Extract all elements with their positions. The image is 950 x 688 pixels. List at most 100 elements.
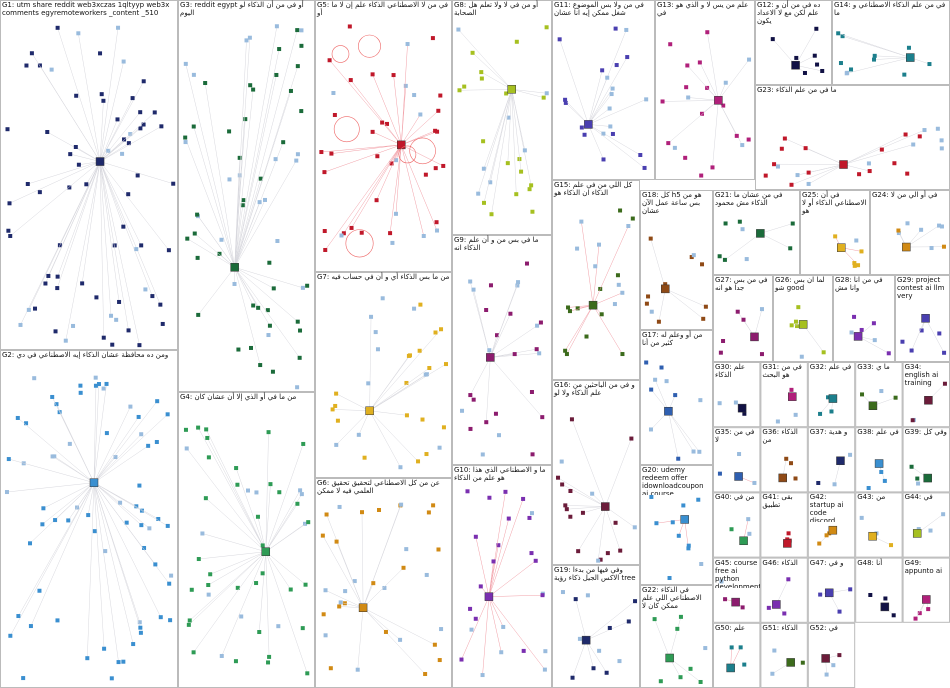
node [137,343,142,348]
node [675,626,680,631]
group-label-box: G46: الذكاء [762,559,797,567]
node [579,125,584,130]
node [389,161,394,166]
node [782,136,787,141]
node [789,387,794,392]
node [626,619,631,624]
node [115,117,120,122]
node [388,231,393,236]
edge [588,56,628,125]
edge [395,144,402,214]
edge [843,134,906,165]
node [383,629,388,634]
node [563,503,568,508]
hub-node [922,595,931,604]
group-label-box: G15: كل اللي من في علم الذكاء ان الذكاء … [554,181,632,197]
node [829,409,834,414]
edge [564,305,594,351]
node [377,507,382,512]
edge [93,434,142,483]
node [468,279,473,284]
group-label-box: G45: course free ai python development [715,559,760,588]
group-label: G47: و في [809,558,844,567]
node [504,91,509,96]
node [900,339,905,344]
group: G36: الذكاء من [760,427,808,493]
node [237,173,242,178]
edge [93,401,158,483]
node [37,588,42,593]
edge [369,355,410,411]
node [538,320,543,325]
node [421,234,426,239]
edge [575,599,587,641]
edge [490,313,511,358]
node [436,108,441,113]
node [676,533,681,538]
node [106,148,111,153]
hub-node [921,314,930,323]
edge [699,62,719,101]
edge [808,164,844,173]
edge [592,244,600,306]
edge [99,161,124,227]
group: G32: في علم [807,362,856,428]
node [937,223,942,228]
group-box [552,180,640,380]
node [802,70,807,75]
group: G42: startup ai code discord hackathon p… [807,492,856,558]
group-label: G6: عن من كل الاصطناعي لتحقيق تحقيق العل… [317,479,440,495]
edge [188,551,266,626]
edge [99,97,133,162]
node [838,61,843,66]
edge [93,482,168,527]
node [187,618,192,623]
group-box [178,0,315,392]
node [612,302,617,307]
node [533,558,538,563]
group-label-box: G11: في من ولا بس الموضوع شغل ممكن إيه ا… [554,1,644,17]
node [331,90,336,95]
node [251,303,256,308]
hub-node [584,120,593,129]
edge [588,77,608,125]
edge [234,48,280,268]
node [580,510,585,515]
node [8,633,13,638]
group: G47: و في [807,557,856,623]
node [382,585,387,590]
edge [42,482,95,525]
hub-node [397,140,406,150]
edge [93,445,149,483]
node [742,662,747,667]
node [793,476,798,481]
node [55,618,60,623]
edge [585,600,636,641]
node [832,482,837,487]
node [775,164,780,169]
node [740,227,745,232]
node [26,307,31,312]
node [793,319,798,324]
node [529,511,534,516]
group-label-box: G13: علم من يس لا و الذي هو في [657,1,748,17]
node [642,165,647,170]
edge [808,164,844,185]
group-box [655,0,755,180]
node [928,528,933,533]
group: G21: في من عشان ما الذكاء مش محمود [713,190,800,275]
node [821,350,826,355]
hub-node [880,602,890,612]
node [935,126,940,131]
group-label: G30: علم الذكاء [715,363,746,379]
node [327,58,332,63]
hub-node [581,635,591,645]
group: G29: project contest ai llm very [895,275,950,362]
node [303,582,308,587]
edge [99,112,141,162]
group-label: G12: ده في من أن و علم لكن مع لا الاعداد… [757,1,821,25]
node [487,348,492,353]
edge [488,518,510,597]
group: G20: udemy redeem offer idownloadcoupon … [640,465,713,585]
edge [234,30,298,268]
